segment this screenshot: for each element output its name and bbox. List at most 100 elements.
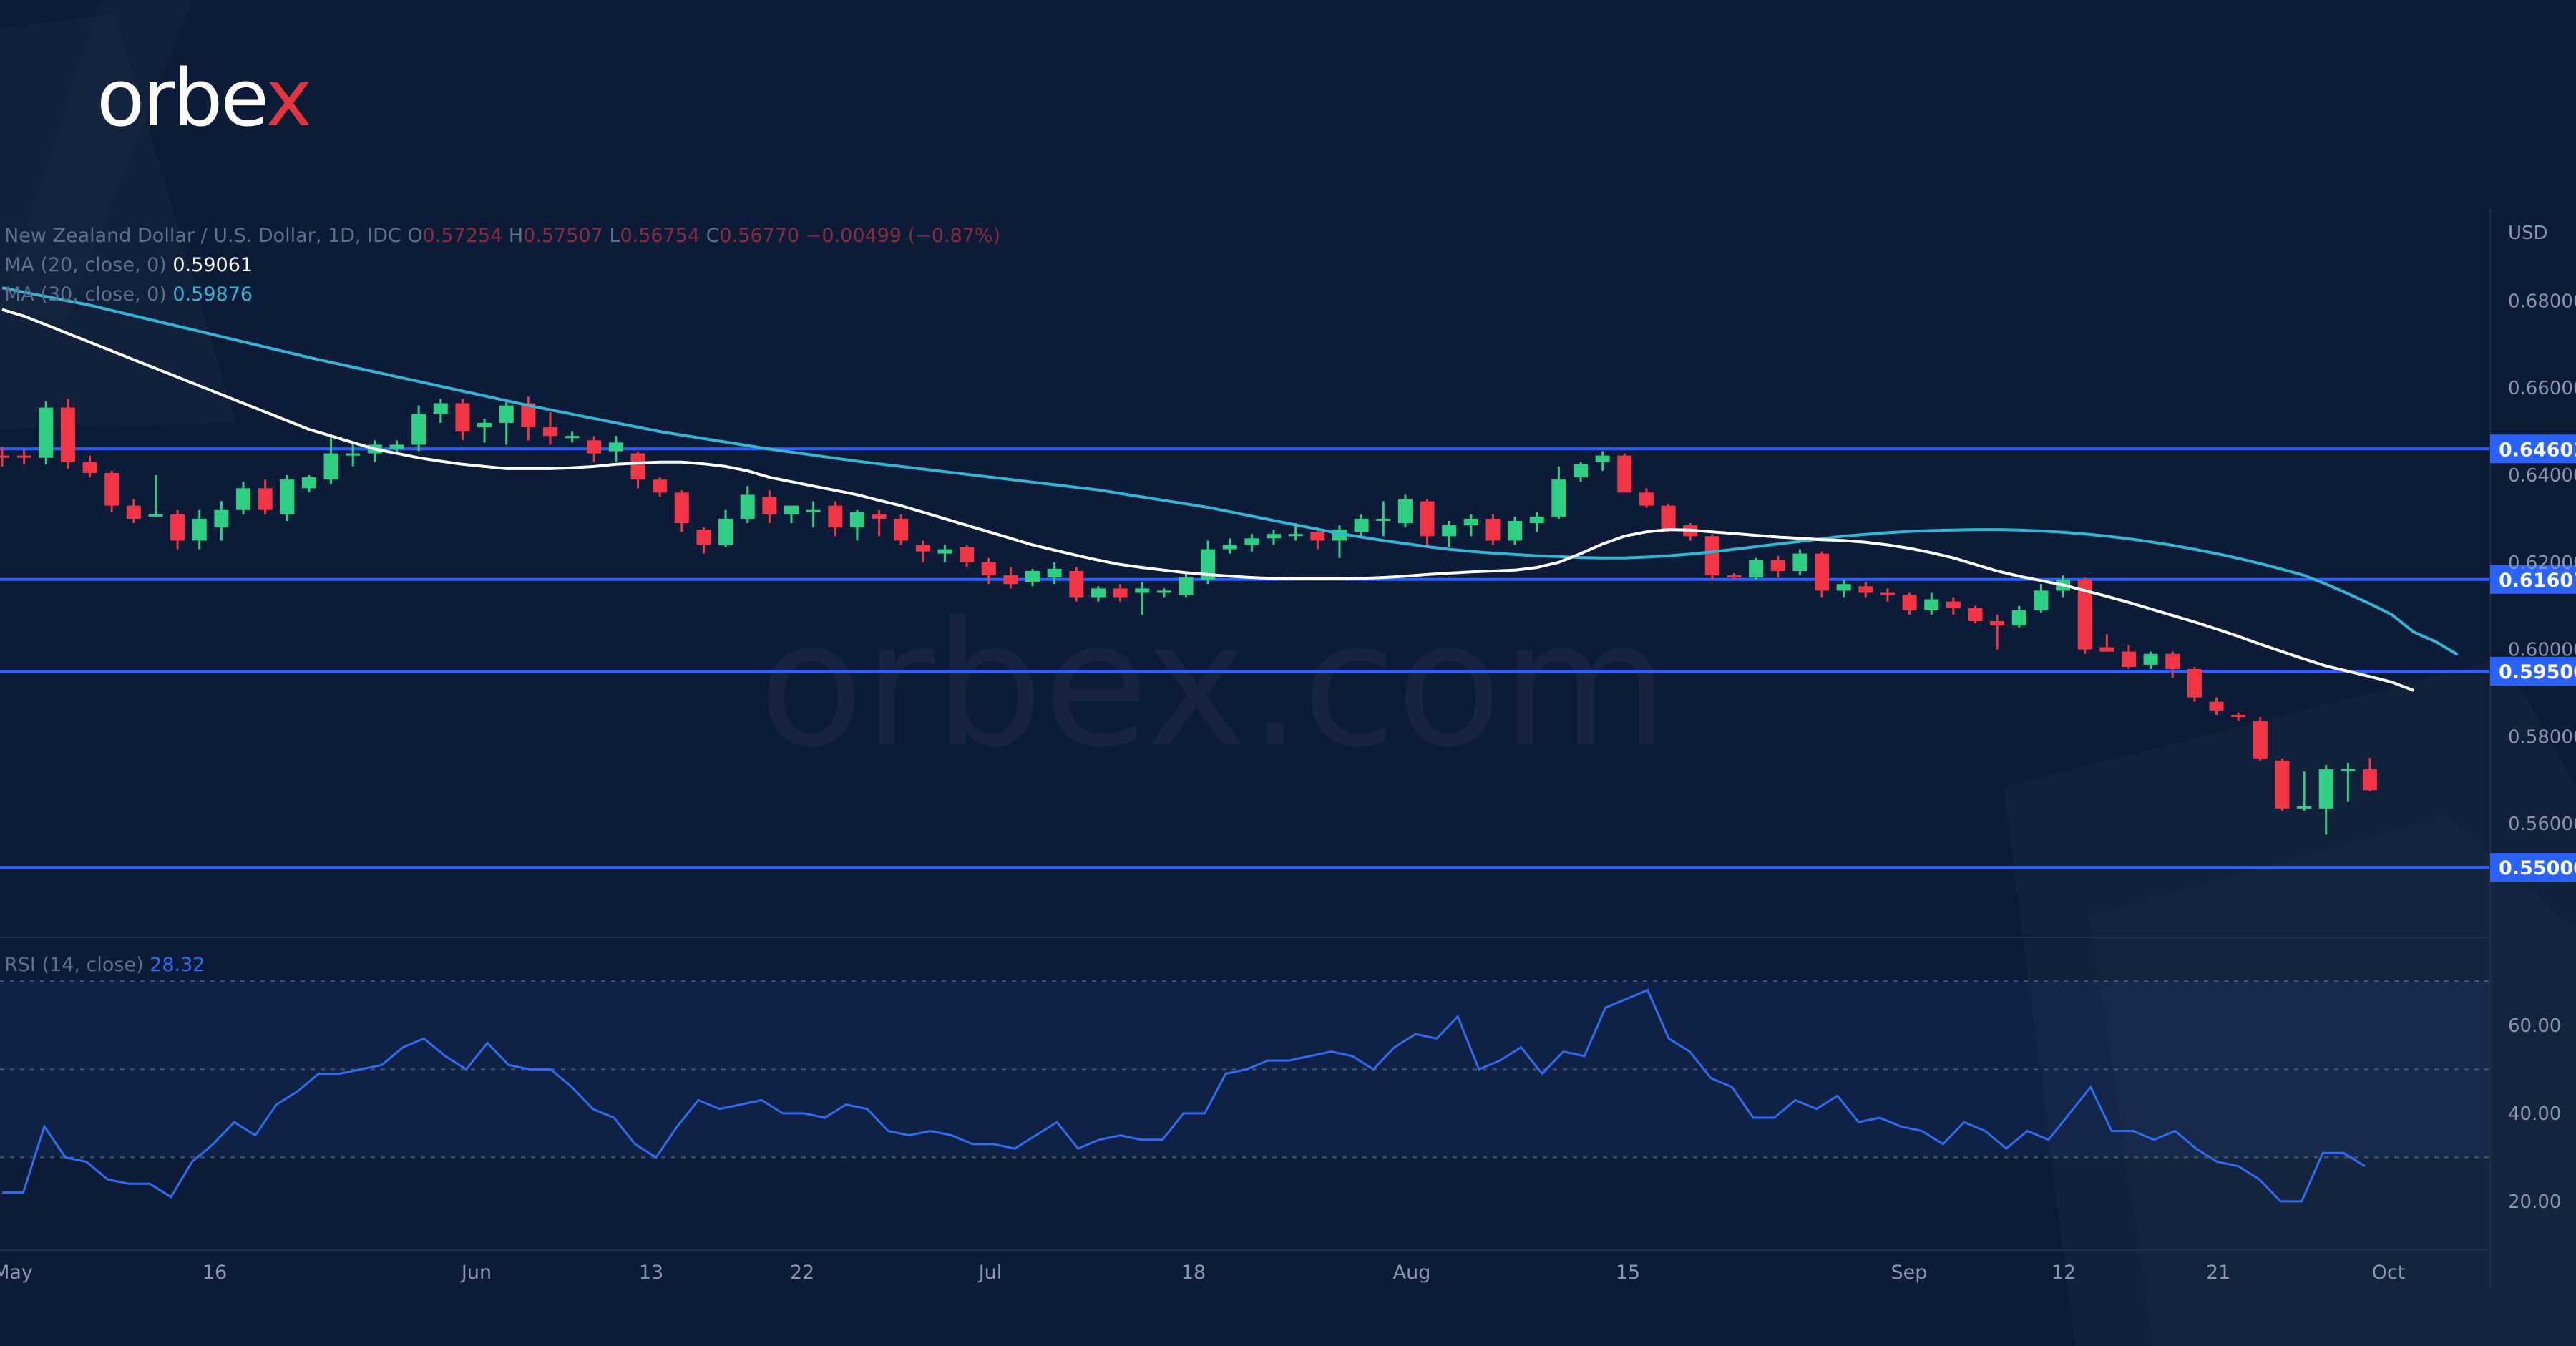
candle-body xyxy=(1639,492,1654,506)
watermark-text: orbex.com xyxy=(758,585,1669,785)
candle-body xyxy=(258,488,273,510)
candle-body xyxy=(1661,505,1676,530)
candles-layer[interactable] xyxy=(0,396,2377,835)
time-tick-label: Jul xyxy=(977,1262,1002,1284)
candle-body xyxy=(2099,647,2114,652)
candle-body xyxy=(1069,571,1084,598)
candle-body xyxy=(1485,518,1501,541)
logo-prefix: orbe xyxy=(97,52,268,144)
candle-body xyxy=(872,514,887,519)
candle-body xyxy=(630,453,645,480)
candle-body xyxy=(960,547,975,562)
ohlc-key-c: C xyxy=(700,225,720,247)
time-tick-label: Aug xyxy=(1393,1262,1431,1284)
candle-body xyxy=(1770,560,1785,571)
candle-body xyxy=(1288,534,1303,537)
ohlc-values: O0.57254 H0.57507 L0.56754 C0.56770 xyxy=(407,225,799,247)
candle-body xyxy=(2011,610,2026,626)
time-tick-label: 21 xyxy=(2206,1262,2230,1284)
candle-body xyxy=(2363,769,2377,791)
ohlc-value-l: 0.56754 xyxy=(620,225,701,247)
candle-body xyxy=(784,505,799,514)
candle-body xyxy=(521,403,536,428)
candle-body xyxy=(762,497,777,514)
candle-body xyxy=(499,405,514,423)
candle-body xyxy=(16,455,31,458)
candle-body xyxy=(1047,568,1062,578)
ma30-line xyxy=(1,286,2459,656)
time-tick-label: 22 xyxy=(790,1262,814,1284)
candle-body xyxy=(1968,608,1983,622)
candle-body xyxy=(148,514,163,517)
candle-body xyxy=(82,462,97,473)
candle-body xyxy=(192,518,207,541)
candle-body xyxy=(2253,721,2268,759)
candle-body xyxy=(1836,584,1851,591)
candle-body xyxy=(1003,575,1018,585)
candle-body xyxy=(981,562,996,576)
candle-body xyxy=(1091,588,1106,598)
ma30-value: 0.59876 xyxy=(172,283,253,306)
rsi-layer xyxy=(0,980,2490,1203)
candle-body xyxy=(1617,455,1632,493)
candle-body xyxy=(1201,549,1216,580)
time-tick-label: 15 xyxy=(1616,1262,1640,1284)
candle-body xyxy=(2209,701,2224,711)
candle-body xyxy=(104,472,119,506)
logo-suffix: x xyxy=(265,52,312,144)
symbol-name: New Zealand Dollar / U.S. Dollar, 1D, ID… xyxy=(4,225,401,247)
candle-body xyxy=(0,455,9,458)
candle-body xyxy=(301,477,316,489)
ma30-legend[interactable]: MA (30, close, 0) 0.59876 xyxy=(4,285,253,304)
candle-body xyxy=(2231,714,2246,717)
candle-body xyxy=(2275,760,2290,809)
candle-body xyxy=(2121,651,2136,667)
candle-body xyxy=(849,512,864,528)
symbol-legend[interactable]: New Zealand Dollar / U.S. Dollar, 1D, ID… xyxy=(4,226,1000,245)
candle-body xyxy=(346,453,361,456)
ma20-line xyxy=(1,308,2415,692)
candle-body xyxy=(389,444,404,449)
candle-body xyxy=(1222,545,1237,550)
candle-body xyxy=(1376,518,1391,521)
candle-body xyxy=(323,453,338,480)
candle-body xyxy=(1815,553,1830,591)
candle-body xyxy=(280,479,295,514)
candle-body xyxy=(1442,525,1457,537)
level-label-0: 0.64603 xyxy=(2499,439,2576,461)
time-tick-label: Sep xyxy=(1891,1262,1928,1284)
candle-body xyxy=(2077,580,2092,650)
candle-body xyxy=(937,549,952,554)
rsi-legend[interactable]: RSI (14, close) 28.32 xyxy=(4,955,205,975)
ohlc-value-o: 0.57254 xyxy=(422,225,503,247)
ma20-legend[interactable]: MA (20, close, 0) 0.59061 xyxy=(4,255,253,275)
candle-body xyxy=(696,530,711,545)
rsi-value: 28.32 xyxy=(150,954,205,976)
candle-body xyxy=(39,407,54,458)
candle-body xyxy=(170,514,185,541)
candle-body xyxy=(587,440,602,454)
candle-body xyxy=(1902,595,1917,610)
watermark-layer: orbex.com xyxy=(758,585,1669,785)
candle-body xyxy=(1156,590,1171,593)
price-tick-label: 0.56000 xyxy=(2508,814,2576,835)
candle-body xyxy=(1244,538,1259,545)
level-label-bg-3 xyxy=(2490,853,2576,882)
candle-body xyxy=(1420,501,1435,537)
rsi-tick-label: 20.00 xyxy=(2508,1191,2561,1213)
candle-body xyxy=(1880,592,1895,595)
time-tick-label: 16 xyxy=(203,1262,227,1284)
candle-body xyxy=(915,545,930,552)
ohlc-value-h: 0.57507 xyxy=(523,225,603,247)
candle-body xyxy=(1749,560,1764,578)
candle-body xyxy=(1397,499,1413,524)
candle-body xyxy=(1354,518,1369,532)
ma30-label: MA (30, close, 0) xyxy=(4,283,167,306)
candle-body xyxy=(2341,769,2356,772)
candle-body xyxy=(60,407,75,462)
level-label-bg-2 xyxy=(2490,657,2576,686)
ohlc-key-o: O xyxy=(407,225,423,247)
candle-body xyxy=(214,509,229,528)
